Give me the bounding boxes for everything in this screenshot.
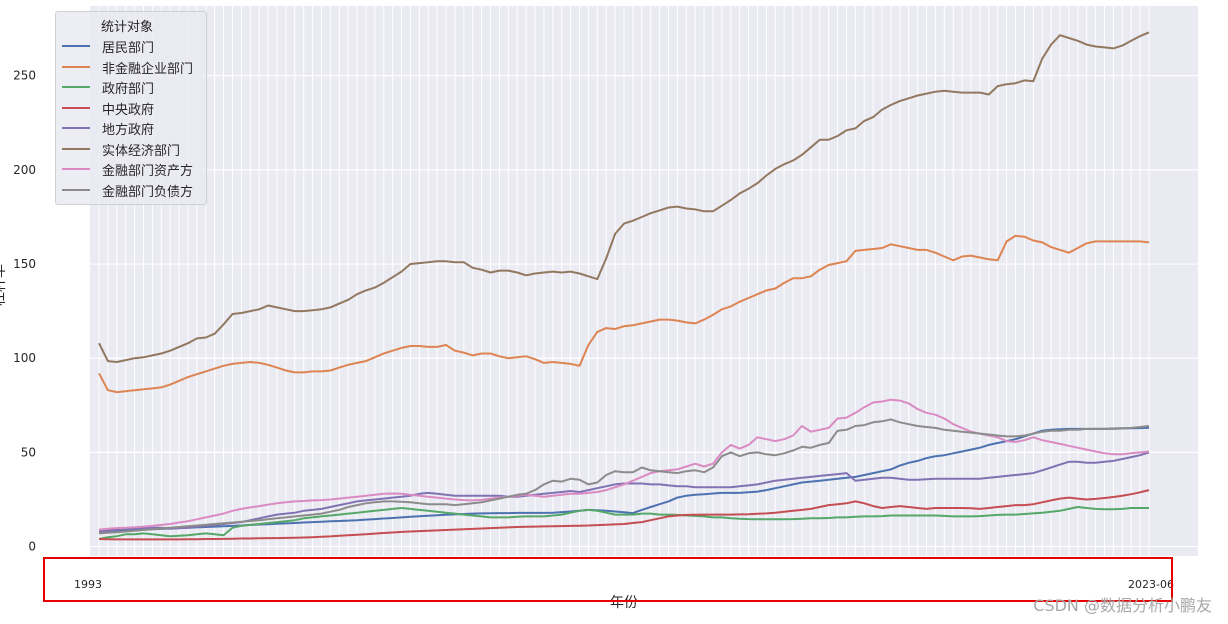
series-lines — [98, 31, 1150, 541]
legend-label: 非金融企业部门 — [102, 61, 194, 77]
y-tick-label: 250 — [13, 69, 36, 83]
legend-title: 统计对象 — [101, 20, 154, 35]
y-axis-label: 杠杆率 — [0, 264, 8, 306]
y-tick-label: 50 — [21, 445, 36, 459]
y-gridlines — [90, 75, 1198, 548]
legend-item: 非金融企业部门 — [62, 58, 202, 77]
y-tick-label: 100 — [13, 351, 36, 365]
x-axis-label: 年份 — [610, 595, 638, 611]
x-gridlines — [98, 6, 1150, 556]
y-tick-label: 0 — [28, 540, 36, 554]
legend-item: 政府部门 — [62, 78, 202, 97]
legend-item: 金融部门负债方 — [62, 181, 202, 200]
legend-item: 金融部门资产方 — [62, 160, 202, 179]
legend-swatch — [62, 45, 90, 47]
legend-swatch — [62, 106, 90, 109]
legend-label: 地方政府 — [102, 123, 155, 138]
y-tick-label: 150 — [13, 257, 36, 271]
legend-label: 中央政府 — [102, 102, 155, 118]
legend-swatch — [62, 188, 90, 191]
x-tick-label: 2023-06 — [1128, 578, 1174, 591]
y-tick-label: 200 — [13, 163, 36, 177]
legend-item: 居民部门 — [62, 37, 202, 56]
watermark: CSDN @数据分析小鹏友 — [1033, 596, 1212, 615]
legend-item: 中央政府 — [62, 99, 202, 118]
legend-label: 金融部门资产方 — [102, 164, 194, 179]
legend-item: 实体经济部门 — [62, 140, 202, 159]
legend-swatch — [62, 127, 90, 129]
series-line — [98, 418, 1150, 535]
legend: 统计对象 居民部门非金融企业部门 政府部门中央政府地方政府实体经济部门 金融部门资产… — [55, 11, 207, 205]
series-line — [98, 506, 1149, 540]
legend-label: 政府部门 — [102, 82, 155, 97]
series-line — [98, 489, 1150, 541]
series-line — [98, 234, 1150, 394]
x-tick-label: 1993 — [74, 578, 102, 591]
legend-label: 实体经济部门 — [102, 143, 181, 159]
x-tick-labels: 1993 2023-06 — [74, 578, 1174, 591]
series-line — [98, 426, 1150, 533]
plot-background — [90, 6, 1198, 556]
legend-swatch — [62, 147, 90, 150]
legend-swatch — [62, 168, 90, 170]
x-axis-highlight-box — [43, 557, 1173, 602]
legend-swatch — [62, 65, 90, 68]
series-line — [98, 31, 1150, 363]
legend-item: 地方政府 — [62, 119, 202, 138]
legend-label: 居民部门 — [102, 41, 155, 56]
y-tick-labels: 0 50 100 150 200 250 — [13, 69, 36, 554]
legend-swatch — [62, 86, 90, 88]
legend-label: 金融部门负债方 — [102, 184, 194, 200]
